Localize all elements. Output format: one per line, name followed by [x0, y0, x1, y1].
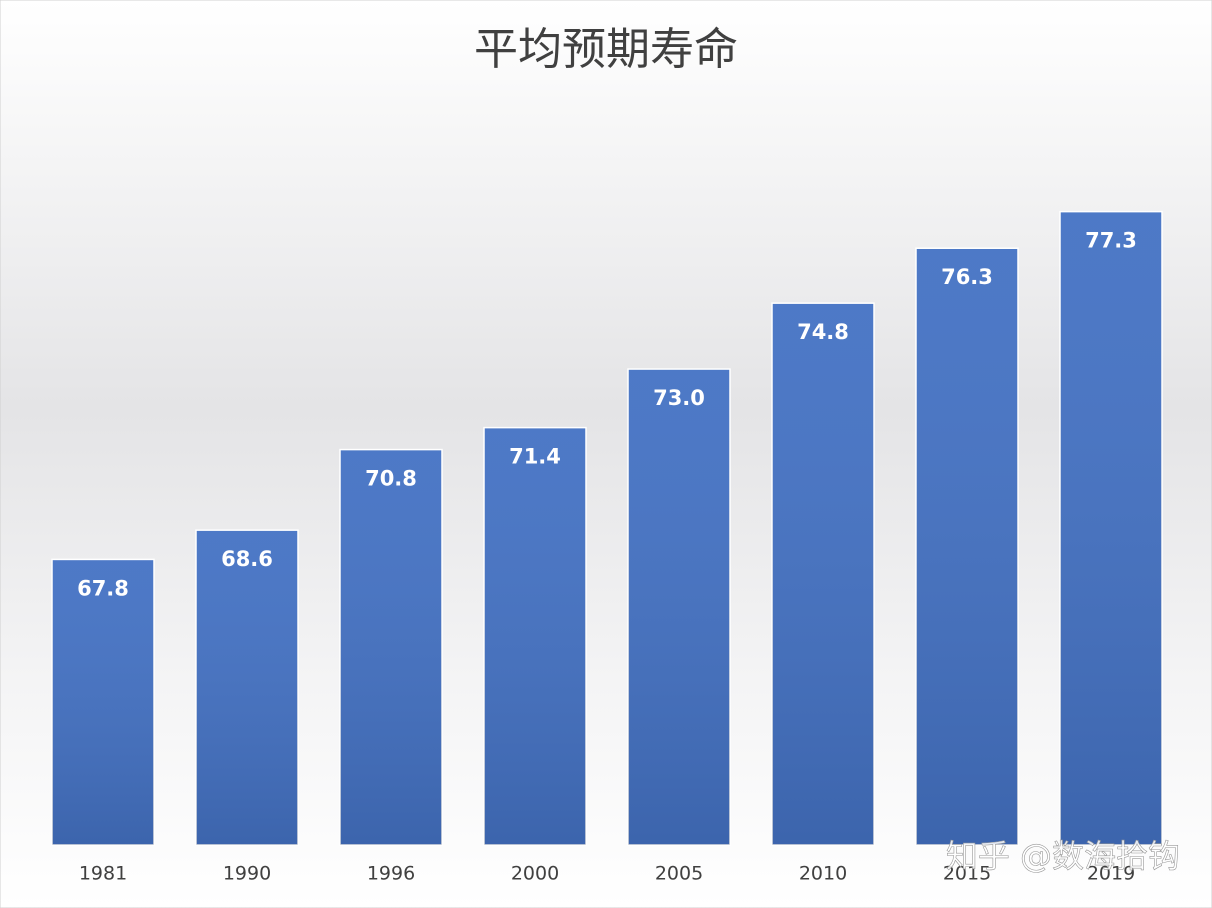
x-tick-label: 2005 [655, 863, 703, 885]
value-label: 68.6 [221, 547, 273, 571]
x-tick-label: 1996 [367, 863, 415, 885]
bar-shade [1060, 211, 1162, 845]
value-label: 76.3 [941, 265, 993, 289]
bar-shade [196, 530, 298, 845]
value-label: 67.8 [77, 576, 129, 600]
x-tick-label: 1990 [223, 863, 271, 885]
value-label: 70.8 [365, 467, 417, 491]
value-label: 74.8 [797, 320, 849, 344]
x-tick-label: 2019 [1087, 863, 1135, 885]
value-label: 77.3 [1085, 229, 1137, 253]
value-label: 71.4 [509, 445, 561, 469]
watermark: 知乎 @数海拾钩 [946, 837, 1180, 875]
x-tick-label: 2010 [799, 863, 847, 885]
x-tick-label: 2000 [511, 863, 559, 885]
bar-shade [52, 559, 154, 845]
bar-shade [916, 248, 1018, 845]
x-tick-label: 1981 [79, 863, 127, 885]
bar-shade [628, 369, 730, 845]
bar-shade [484, 427, 586, 845]
bar-shade [340, 449, 442, 845]
x-tick-label: 2015 [943, 863, 991, 885]
bar-shade [772, 303, 874, 846]
value-label: 73.0 [653, 386, 705, 410]
chart-title: 平均预期寿命 [474, 24, 738, 75]
